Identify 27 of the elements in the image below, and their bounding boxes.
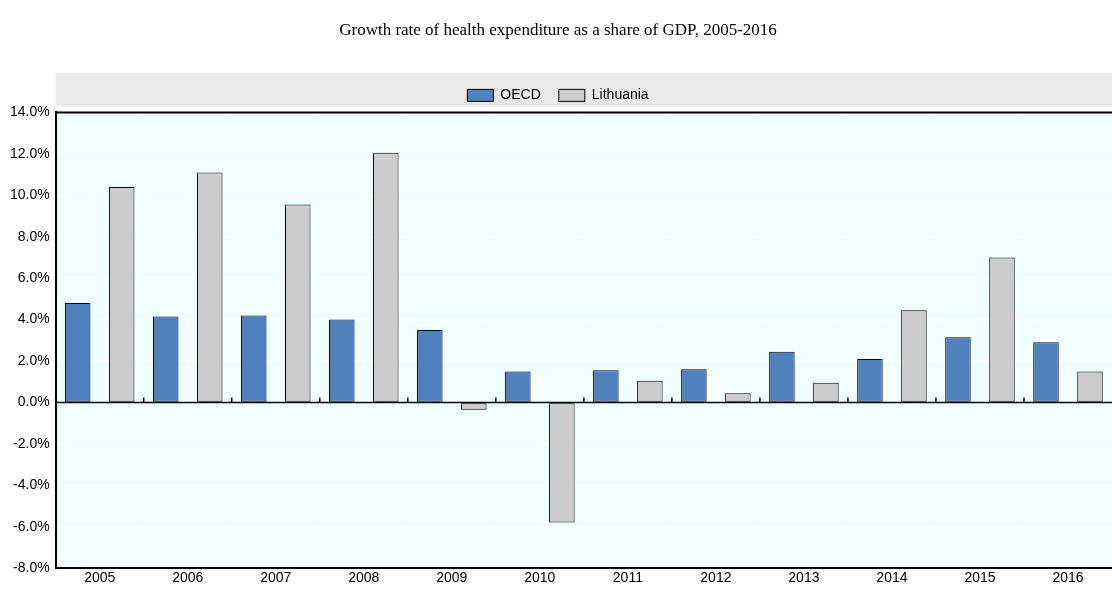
y-tick-label: -8.0% [13,559,50,576]
x-tick-label: 2007 [260,569,292,586]
x-tick-label: 2009 [436,569,468,586]
x-tick-label: 2011 [612,569,644,586]
x-tick-label: 2016 [1052,569,1084,586]
y-tick-label: 4.0% [17,310,50,327]
y-tick-label: 12.0% [9,144,50,161]
y-tick-label: 8.0% [17,227,50,244]
legend-label: Lithuania [591,86,649,103]
x-tick-label: 2005 [84,569,116,586]
y-tick-label: 0.0% [17,393,50,410]
y-tick-label: 6.0% [17,269,50,285]
legend-label: OECD [500,86,541,103]
x-tick-label: 2012 [700,569,732,586]
x-tick-label: 2013 [788,569,820,586]
x-tick-label: 2014 [876,569,908,586]
y-tick-label: 10.0% [9,186,50,203]
y-tick-label: -6.0% [13,517,50,534]
x-tick-label: 2015 [964,569,996,586]
y-tick-label: 14.0% [9,103,50,120]
chart-title: Growth rate of health expenditure as a share of GDP, 2005-2016 [339,19,777,39]
x-tick-label: 2010 [524,569,556,586]
x-tick-label: 2006 [172,569,204,586]
x-tick-label: 2008 [348,569,380,586]
y-tick-label: -2.0% [13,434,50,451]
y-tick-label: 2.0% [17,351,50,368]
y-tick-label: -4.0% [13,476,50,493]
